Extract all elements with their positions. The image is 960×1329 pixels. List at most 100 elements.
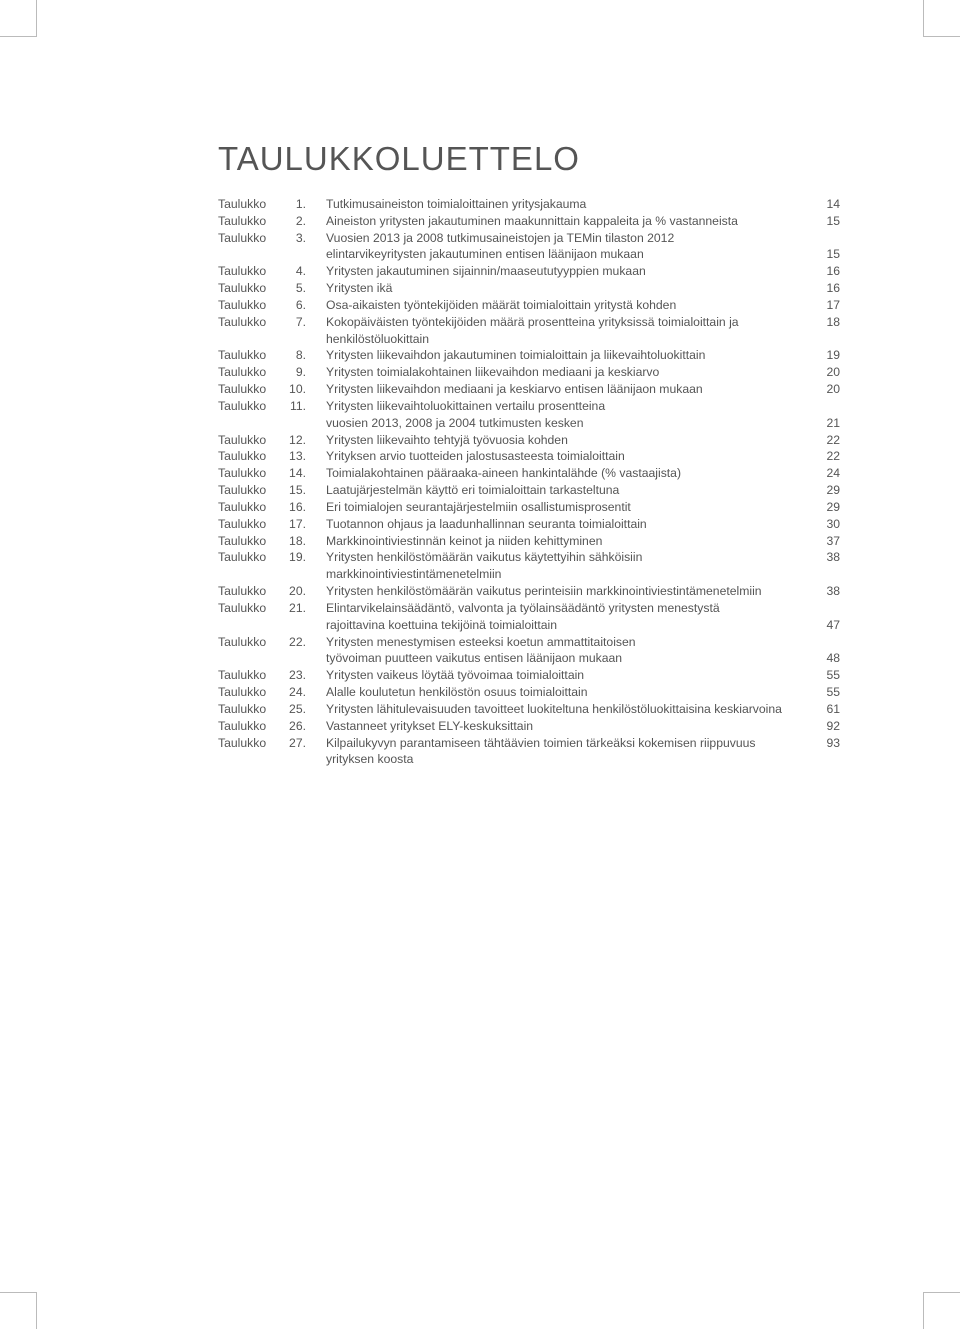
toc-entry: Taulukko24.Alalle koulutetun henkilöstön… <box>218 684 840 701</box>
toc-entry-page: 24 <box>812 465 840 482</box>
toc-entry-page: 38 <box>812 583 840 600</box>
toc-entry: Taulukko2.Aineiston yritysten jakautumin… <box>218 213 840 230</box>
toc-entry-label: Taulukko3. <box>218 230 326 247</box>
crop-mark-top-left <box>0 0 37 37</box>
toc-entry: Taulukko22.Yritysten menestymisen esteek… <box>218 634 840 651</box>
toc-entry-label: Taulukko8. <box>218 347 326 364</box>
toc-entry-page: 61 <box>812 701 840 718</box>
crop-mark-bottom-left <box>0 1292 37 1329</box>
toc-entry-label: Taulukko25. <box>218 701 326 718</box>
toc-entry-page: 93 <box>812 735 840 752</box>
toc-entry: Taulukko18.Markkinointiviestinnän keinot… <box>218 533 840 550</box>
toc-entry-page: 15 <box>812 246 840 263</box>
toc-entry-page: 14 <box>812 196 840 213</box>
toc-entry-label: Taulukko4. <box>218 263 326 280</box>
toc-entry: Taulukko12.Yritysten liikevaihto tehtyjä… <box>218 432 840 449</box>
toc-entry-description: Yritysten liikevaihdon mediaani ja keski… <box>326 381 812 398</box>
toc-entry: Taulukko17.Tuotannon ohjaus ja laadunhal… <box>218 516 840 533</box>
toc-entry-description: Toimialakohtainen pääraaka-aineen hankin… <box>326 465 812 482</box>
toc-entry-label: Taulukko14. <box>218 465 326 482</box>
toc-entry-description: Yritysten jakautuminen sijainnin/maaseut… <box>326 263 812 280</box>
toc-entry: Taulukko20.Yritysten henkilöstömäärän va… <box>218 583 840 600</box>
toc-entry-description: Yritysten toimialakohtainen liikevaihdon… <box>326 364 812 381</box>
toc-entry: Taulukko21.Elintarvikelainsäädäntö, valv… <box>218 600 840 617</box>
toc-entry-label: Taulukko9. <box>218 364 326 381</box>
toc-entry-label: Taulukko23. <box>218 667 326 684</box>
toc-entry: Taulukko15.Laatujärjestelmän käyttö eri … <box>218 482 840 499</box>
toc-entry-label: Taulukko5. <box>218 280 326 297</box>
toc-entry: Taulukko13.Yrityksen arvio tuotteiden ja… <box>218 448 840 465</box>
toc-entry: Taulukko6.Osa-aikaisten työntekijöiden m… <box>218 297 840 314</box>
toc-entry: Taulukko23.Yritysten vaikeus löytää työv… <box>218 667 840 684</box>
toc-entry-description: Osa-aikaisten työntekijöiden määrät toim… <box>326 297 812 314</box>
toc-entry-description: työvoiman puutteen vaikutus entisen lään… <box>326 650 812 667</box>
toc-entry-page: 19 <box>812 347 840 364</box>
toc-entry-label: Taulukko22. <box>218 634 326 651</box>
toc-entry-description: Yritysten henkilöstömäärän vaikutus peri… <box>326 583 812 600</box>
toc-entry-description: Aineiston yritysten jakautuminen maakunn… <box>326 213 812 230</box>
toc-entry-page: 38 <box>812 549 840 566</box>
toc-entry: Taulukko26.Vastanneet yritykset ELY-kesk… <box>218 718 840 735</box>
toc-entry-description: Yritysten henkilöstömäärän vaikutus käyt… <box>326 549 812 583</box>
crop-mark-bottom-right <box>923 1292 960 1329</box>
toc-entry: Taulukko4.Yritysten jakautuminen sijainn… <box>218 263 840 280</box>
toc-entry-page: 29 <box>812 499 840 516</box>
toc-entry-label: Taulukko27. <box>218 735 326 752</box>
toc-entry-continuation: Taulukko22.työvoiman puutteen vaikutus e… <box>218 650 840 667</box>
toc-entry-page: 16 <box>812 263 840 280</box>
toc-entry: Taulukko7.Kokopäiväisten työntekijöiden … <box>218 314 840 348</box>
toc-entry-label: Taulukko18. <box>218 533 326 550</box>
page-title: TAULUKKOLUETTELO <box>218 140 840 178</box>
toc-entry-description: vuosien 2013, 2008 ja 2004 tutkimusten k… <box>326 415 812 432</box>
crop-mark-top-right <box>923 0 960 37</box>
toc-entry-description: Yritysten lähitulevaisuuden tavoitteet l… <box>326 701 812 718</box>
toc-entry-page: 20 <box>812 364 840 381</box>
toc-entry-label: Taulukko2. <box>218 213 326 230</box>
toc-entry-description: Elintarvikelainsäädäntö, valvonta ja työ… <box>326 600 812 617</box>
toc-entry: Taulukko10.Yritysten liikevaihdon mediaa… <box>218 381 840 398</box>
toc-entry-label: Taulukko16. <box>218 499 326 516</box>
toc-entry: Taulukko11.Yritysten liikevaihtoluokitta… <box>218 398 840 415</box>
toc-entry: Taulukko14.Toimialakohtainen pääraaka-ai… <box>218 465 840 482</box>
toc-entry-page: 16 <box>812 280 840 297</box>
toc-entry-description: Yritysten liikevaihto tehtyjä työvuosia … <box>326 432 812 449</box>
toc-entry-label: Taulukko13. <box>218 448 326 465</box>
toc-entry-description: Yritysten ikä <box>326 280 812 297</box>
toc-entry-page: 29 <box>812 482 840 499</box>
toc-entry-description: Yritysten liikevaihtoluokittainen vertai… <box>326 398 812 415</box>
toc-entry-description: Laatujärjestelmän käyttö eri toimialoitt… <box>326 482 812 499</box>
toc-entry-description: Kokopäiväisten työntekijöiden määrä pros… <box>326 314 812 348</box>
toc-entry-label: Taulukko17. <box>218 516 326 533</box>
toc-entry-page: 92 <box>812 718 840 735</box>
toc-entry-description: elintarvikeyritysten jakautuminen entise… <box>326 246 812 263</box>
toc-entry-label: Taulukko20. <box>218 583 326 600</box>
toc-entry: Taulukko19.Yritysten henkilöstömäärän va… <box>218 549 840 583</box>
toc-entry-page: 21 <box>812 415 840 432</box>
toc-entry-description: Tuotannon ohjaus ja laadunhallinnan seur… <box>326 516 812 533</box>
toc-entry-label: Taulukko12. <box>218 432 326 449</box>
toc-entry: Taulukko3.Vuosien 2013 ja 2008 tutkimusa… <box>218 230 840 247</box>
table-of-contents: Taulukko1.Tutkimusaineiston toimialoitta… <box>218 196 840 768</box>
toc-entry-label: Taulukko24. <box>218 684 326 701</box>
toc-entry-description: Markkinointiviestinnän keinot ja niiden … <box>326 533 812 550</box>
toc-entry: Taulukko5.Yritysten ikä16 <box>218 280 840 297</box>
toc-entry-label: Taulukko21. <box>218 600 326 617</box>
toc-entry-continuation: Taulukko3.elintarvikeyritysten jakautumi… <box>218 246 840 263</box>
toc-entry-label: Taulukko11. <box>218 398 326 415</box>
toc-entry-description: Vastanneet yritykset ELY-keskuksittain <box>326 718 812 735</box>
toc-entry: Taulukko8.Yritysten liikevaihdon jakautu… <box>218 347 840 364</box>
toc-entry-label: Taulukko6. <box>218 297 326 314</box>
toc-entry-page: 20 <box>812 381 840 398</box>
toc-entry-page: 22 <box>812 448 840 465</box>
toc-entry: Taulukko1.Tutkimusaineiston toimialoitta… <box>218 196 840 213</box>
toc-entry-description: Tutkimusaineiston toimialoittainen yrity… <box>326 196 812 213</box>
toc-entry-description: rajoittavina koettuina tekijöinä toimial… <box>326 617 812 634</box>
toc-entry-description: Eri toimialojen seurantajärjestelmiin os… <box>326 499 812 516</box>
toc-entry-description: Yritysten vaikeus löytää työvoimaa toimi… <box>326 667 812 684</box>
toc-entry-page: 55 <box>812 684 840 701</box>
toc-entry-page: 17 <box>812 297 840 314</box>
toc-entry-description: Yritysten liikevaihdon jakautuminen toim… <box>326 347 812 364</box>
toc-entry-label: Taulukko19. <box>218 549 326 566</box>
toc-entry-page: 55 <box>812 667 840 684</box>
toc-entry: Taulukko25.Yritysten lähitulevaisuuden t… <box>218 701 840 718</box>
